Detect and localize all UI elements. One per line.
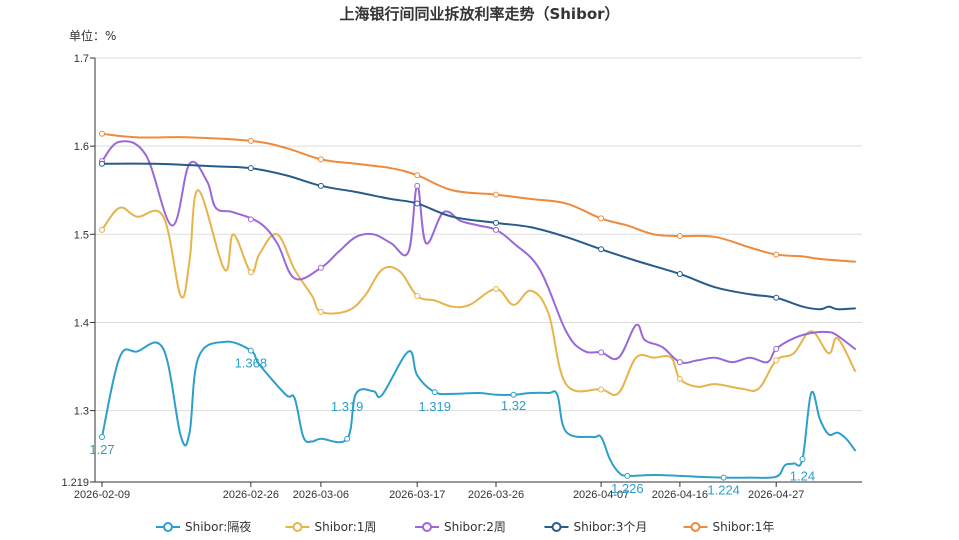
series-line-3m xyxy=(101,162,856,311)
data-label-overnight: 1.27 xyxy=(89,442,114,457)
marker-1y xyxy=(247,137,254,144)
y-tick-label: 1.7 xyxy=(74,53,89,65)
marker-2w xyxy=(493,226,500,233)
marker-3m xyxy=(414,200,421,207)
y-tick-label: 1.4 xyxy=(74,317,89,329)
x-tick-label: 2026-02-09 xyxy=(74,489,130,501)
data-labels: 1.27 1.368 1.319 1.319 1.32 1.226 1.224 1.24 xyxy=(89,356,815,498)
x-tick-label: 2026-03-06 xyxy=(293,489,349,501)
grid-lines xyxy=(95,57,862,412)
legend-marker xyxy=(690,522,701,532)
legend-item-2w[interactable]: Shibor:2周 xyxy=(415,520,506,534)
marker-3m xyxy=(493,219,500,226)
marker-1w xyxy=(317,308,324,315)
marker-overnight xyxy=(510,391,517,398)
marker-1y xyxy=(493,191,500,198)
marker-overnight xyxy=(720,474,727,481)
data-label-overnight: 1.226 xyxy=(611,481,644,496)
series-markers xyxy=(99,130,806,481)
series-line-1w xyxy=(101,189,856,397)
marker-3m xyxy=(598,246,605,253)
data-label-overnight: 1.319 xyxy=(331,399,364,414)
marker-1w xyxy=(414,293,421,300)
marker-overnight xyxy=(344,435,351,442)
marker-1y xyxy=(676,233,683,240)
data-label-overnight: 1.368 xyxy=(235,356,268,371)
series-line-overnight xyxy=(101,340,856,479)
marker-overnight xyxy=(624,472,631,479)
marker-2w xyxy=(598,349,605,356)
x-tick-label: 2026-04-07 xyxy=(573,489,629,501)
legend-label: Shibor:1周 xyxy=(315,520,377,534)
data-label-overnight: 1.224 xyxy=(707,483,740,498)
marker-overnight xyxy=(799,456,806,463)
legend-marker xyxy=(551,522,562,532)
marker-1y xyxy=(317,156,324,163)
series-line-1y xyxy=(101,132,856,263)
chart-title: 上海银行间同业拆放利率走势（Shibor） xyxy=(339,5,619,23)
marker-1y xyxy=(99,130,105,137)
marker-3m xyxy=(317,182,324,189)
series-line-2w xyxy=(101,140,856,364)
marker-1w xyxy=(598,386,605,393)
marker-2w xyxy=(317,264,324,271)
legend-item-3m[interactable]: Shibor:3个月 xyxy=(544,520,648,534)
legend-item-1w[interactable]: Shibor:1周 xyxy=(285,520,377,534)
data-label-overnight: 1.32 xyxy=(501,398,526,413)
x-tick-label: 2026-03-26 xyxy=(468,489,524,501)
x-tick-label: 2026-04-16 xyxy=(652,489,708,501)
marker-2w xyxy=(773,345,780,352)
marker-1w xyxy=(676,375,683,382)
marker-overnight xyxy=(99,434,105,441)
legend-label: Shibor:隔夜 xyxy=(185,519,251,534)
marker-overnight xyxy=(247,347,254,354)
data-label-overnight: 1.319 xyxy=(418,399,451,414)
marker-1y xyxy=(414,172,421,179)
marker-overnight xyxy=(431,389,438,396)
legend-label: Shibor:3个月 xyxy=(574,520,648,534)
marker-1w xyxy=(493,285,500,292)
marker-3m xyxy=(99,160,105,167)
x-tick-label: 2026-03-17 xyxy=(389,489,445,501)
data-label-overnight: 1.24 xyxy=(790,468,815,483)
marker-2w xyxy=(247,216,254,223)
legend-item-overnight[interactable]: Shibor:隔夜 xyxy=(156,519,251,534)
axes: 1.219 1.3 1.4 1.5 1.6 1.7 2026-02-09 2026-02-26… xyxy=(61,53,862,501)
y-tick-label: 1.3 xyxy=(74,406,89,418)
marker-3m xyxy=(773,294,780,301)
marker-1y xyxy=(773,251,780,258)
legend[interactable]: Shibor:隔夜 Shibor:1周 Shibor:2周 Shibor:3个月 Shi… xyxy=(156,519,774,534)
marker-1w xyxy=(99,226,105,233)
y-tick-label: 1.5 xyxy=(74,229,89,241)
marker-2w xyxy=(414,182,421,189)
legend-marker xyxy=(163,522,173,532)
marker-1w xyxy=(247,269,254,276)
x-tick-label: 2026-04-27 xyxy=(748,489,804,501)
marker-3m xyxy=(676,270,683,277)
marker-1w xyxy=(773,357,780,364)
legend-marker xyxy=(422,522,432,532)
y-tick-label: 1.219 xyxy=(61,477,89,489)
marker-2w xyxy=(676,359,683,366)
y-axis-unit-label: 单位：% xyxy=(69,28,116,43)
marker-1y xyxy=(598,215,605,222)
marker-3m xyxy=(247,165,254,172)
legend-label: Shibor:2周 xyxy=(444,520,506,534)
series-lines xyxy=(101,132,856,479)
y-tick-label: 1.6 xyxy=(74,141,89,153)
legend-label: Shibor:1年 xyxy=(713,520,775,534)
legend-marker xyxy=(292,522,303,532)
x-tick-label: 2026-02-26 xyxy=(223,489,279,501)
legend-item-1y[interactable]: Shibor:1年 xyxy=(683,520,775,534)
